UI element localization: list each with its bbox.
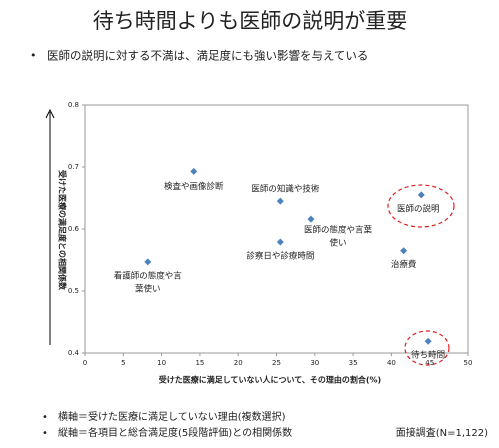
point-label: 看護師の態度や言	[114, 270, 183, 281]
point	[276, 197, 284, 205]
y-axis-label: 受けた医療の満足度との相関係数	[58, 170, 68, 291]
note: 横軸＝受けた医療に満足していない理由(複数選択)	[58, 410, 286, 423]
point-label: 医師の知識や技術	[251, 184, 320, 195]
x-tick-label: 25	[272, 359, 281, 367]
point-label: 検査や画像診断	[164, 181, 224, 192]
bullet: •	[42, 428, 48, 439]
point-label: 待ち時間	[411, 350, 445, 361]
bullet: •	[30, 49, 37, 62]
point	[417, 191, 425, 199]
point	[400, 247, 408, 255]
point-label: 葉使い	[135, 283, 161, 294]
plot-frame	[84, 104, 469, 354]
x-tick-label: 5	[121, 359, 125, 367]
x-tick-label: 0	[83, 359, 87, 367]
bullet: •	[42, 412, 48, 423]
point	[424, 337, 432, 345]
subtitle: 医師の説明に対する不満は、満足度にも強い影響を与えている	[47, 49, 368, 63]
point-label: 治療費	[391, 259, 417, 270]
x-tick-label: 10	[157, 359, 166, 367]
point-label: 医師の説明	[397, 203, 440, 214]
slide-title: 待ち時間よりも医師の説明が重要	[93, 9, 408, 33]
x-tick-label: 30	[310, 359, 319, 367]
x-tick-label: 20	[234, 359, 243, 367]
y-tick-label: 0.6	[68, 225, 80, 233]
x-tick-label: 50	[464, 359, 473, 367]
y-tick-label: 0.7	[68, 163, 79, 171]
y-arrowhead	[45, 108, 55, 119]
x-tick-label: 40	[387, 359, 396, 367]
source: 面接調査(N=1,122)	[396, 426, 488, 439]
x-axis-label: 受けた医療に満足していない人について、その理由の割合(%)	[159, 375, 381, 385]
point-label: 診察日や診療時間	[246, 251, 314, 262]
x-tick-label: 35	[349, 359, 358, 367]
y-tick-label: 0.8	[68, 101, 79, 109]
point	[307, 215, 315, 223]
point-label: 使い	[329, 238, 346, 249]
note: 縦軸＝各項目と総合満足度(5段階評価)との相関係数	[58, 426, 292, 439]
point	[276, 238, 284, 246]
x-tick-label: 45	[425, 359, 434, 367]
highlight	[387, 184, 455, 228]
y-tick-label: 0.5	[68, 287, 79, 295]
y-tick-label: 0.4	[68, 349, 80, 357]
highlight	[404, 330, 450, 366]
point	[190, 167, 198, 175]
x-tick-label: 15	[195, 359, 204, 367]
point-label: 医師の態度や言葉	[304, 225, 373, 236]
point	[144, 258, 152, 266]
